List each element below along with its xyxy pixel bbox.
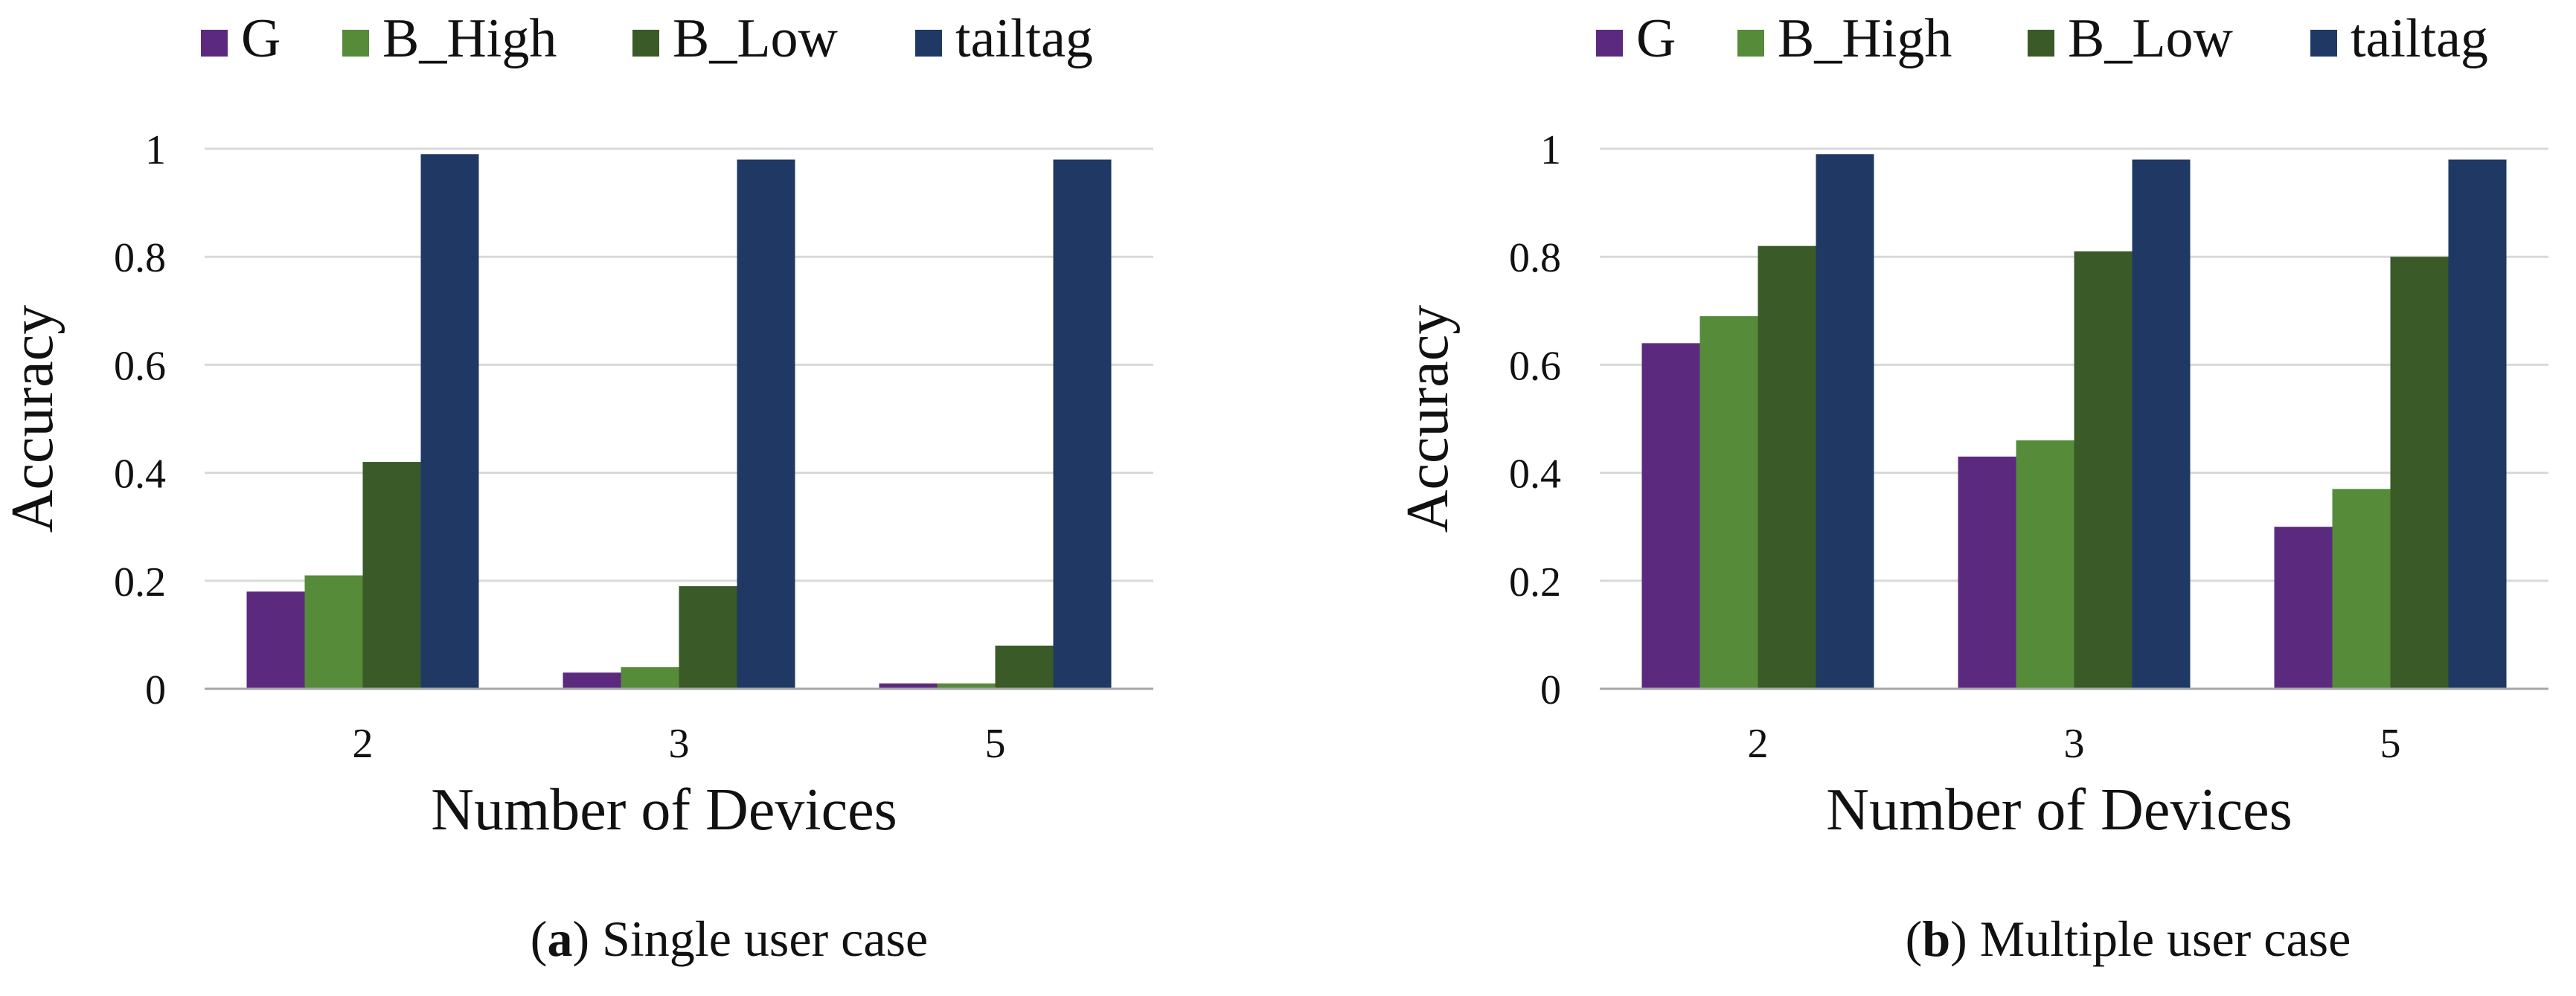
y-gridlines: 0 0.2 0.4 0.6 0.8 1 xyxy=(114,127,1153,713)
y-axis-title: Accuracy xyxy=(1395,305,1461,533)
bar-tailtag-3 xyxy=(2132,159,2191,689)
bar-b-high-5 xyxy=(2332,489,2391,689)
caption-open-paren: ( xyxy=(531,910,548,967)
legend-swatch-b-high xyxy=(1737,30,1764,57)
legend-label-b-low: B_Low xyxy=(673,8,839,69)
y-tick-label: 0.6 xyxy=(114,343,166,389)
legend-label-b-high: B_High xyxy=(1778,8,1952,69)
legend-label-b-high: B_High xyxy=(382,8,557,69)
x-tick-label: 3 xyxy=(669,721,690,767)
legend-swatch-b-high xyxy=(342,30,369,57)
y-tick-label: 0.6 xyxy=(1509,343,1561,389)
bar-tailtag-2 xyxy=(420,154,479,689)
chart-panel-multiple-user: G B_High B_Low tailtag 0 0.2 0.4 0.6 0.8 1 2 3 5 Accu… xyxy=(1395,8,2548,967)
chart-panel-single-user: G B_High B_Low tailtag 0 0.2 0.4 0.6 0.8 1 2 3 5 Accu… xyxy=(0,8,1153,967)
legend-swatch-b-low xyxy=(2028,30,2054,57)
bar-b-high-3 xyxy=(2016,440,2074,689)
caption-open-paren: ( xyxy=(1906,910,1923,967)
bar-g-2 xyxy=(1641,343,1700,689)
x-tick-label: 5 xyxy=(2380,721,2401,767)
bar-b-low-5 xyxy=(995,645,1054,689)
legend-swatch-tailtag xyxy=(2310,30,2337,57)
bar-g-3 xyxy=(1958,456,2016,689)
legend-swatch-tailtag xyxy=(915,30,942,57)
y-tick-label: 0.2 xyxy=(114,559,166,605)
caption-letter: a xyxy=(547,910,572,967)
subfigure-caption: (a) Single user case xyxy=(531,910,928,967)
y-tick-label: 1 xyxy=(145,127,166,173)
caption-text: ) Single user case xyxy=(572,910,928,967)
x-axis-title: Number of Devices xyxy=(1826,777,2292,843)
bar-b-low-5 xyxy=(2390,257,2449,689)
legend-label-tailtag: tailtag xyxy=(2351,8,2488,69)
y-tick-label: 0.8 xyxy=(1509,235,1561,281)
bar-b-low-2 xyxy=(1758,245,1816,689)
legend-swatch-g xyxy=(201,30,228,57)
legend-label-g: G xyxy=(1636,8,1676,69)
legend: G B_High B_Low tailtag xyxy=(1596,8,2488,69)
legend-swatch-b-low xyxy=(632,30,659,57)
y-tick-label: 1 xyxy=(1540,127,1561,173)
bar-b-high-2 xyxy=(304,575,363,689)
bars xyxy=(246,154,1112,689)
bar-b-low-3 xyxy=(679,586,737,689)
legend: G B_High B_Low tailtag xyxy=(201,8,1093,69)
bar-b-high-5 xyxy=(937,683,996,689)
bar-b-low-3 xyxy=(2074,251,2133,689)
y-tick-label: 0.4 xyxy=(114,452,166,498)
y-tick-label: 0 xyxy=(145,667,166,713)
x-tick-label: 2 xyxy=(1748,721,1769,767)
y-tick-label: 0 xyxy=(1540,667,1561,713)
bar-tailtag-5 xyxy=(2448,159,2507,689)
bar-tailtag-3 xyxy=(737,159,795,689)
legend-label-g: G xyxy=(241,8,281,69)
legend-label-tailtag: tailtag xyxy=(955,8,1093,69)
bars xyxy=(1641,154,2507,689)
y-tick-label: 0.4 xyxy=(1509,452,1561,498)
bar-b-high-2 xyxy=(1699,316,1758,689)
y-tick-label: 0.2 xyxy=(1509,559,1561,605)
subfigure-caption: (b) Multiple user case xyxy=(1906,910,2351,967)
bar-b-high-3 xyxy=(621,666,679,689)
x-axis-title: Number of Devices xyxy=(431,777,897,843)
legend-swatch-g xyxy=(1596,30,1623,57)
caption-text: ) Multiple user case xyxy=(1950,910,2351,967)
bar-g-3 xyxy=(563,672,621,689)
y-axis-title: Accuracy xyxy=(0,305,65,533)
y-tick-label: 0.8 xyxy=(114,235,166,281)
x-tick-label: 2 xyxy=(353,721,374,767)
x-tick-label: 3 xyxy=(2064,721,2085,767)
legend-label-b-low: B_Low xyxy=(2068,8,2234,69)
caption-letter: b xyxy=(1922,910,1950,967)
bar-b-low-2 xyxy=(362,462,421,689)
bar-g-5 xyxy=(2274,527,2333,689)
bar-tailtag-2 xyxy=(1816,154,1874,689)
x-tick-label: 5 xyxy=(985,721,1006,767)
bar-g-5 xyxy=(879,683,938,689)
bar-g-2 xyxy=(246,591,305,689)
bar-tailtag-5 xyxy=(1053,159,1112,689)
